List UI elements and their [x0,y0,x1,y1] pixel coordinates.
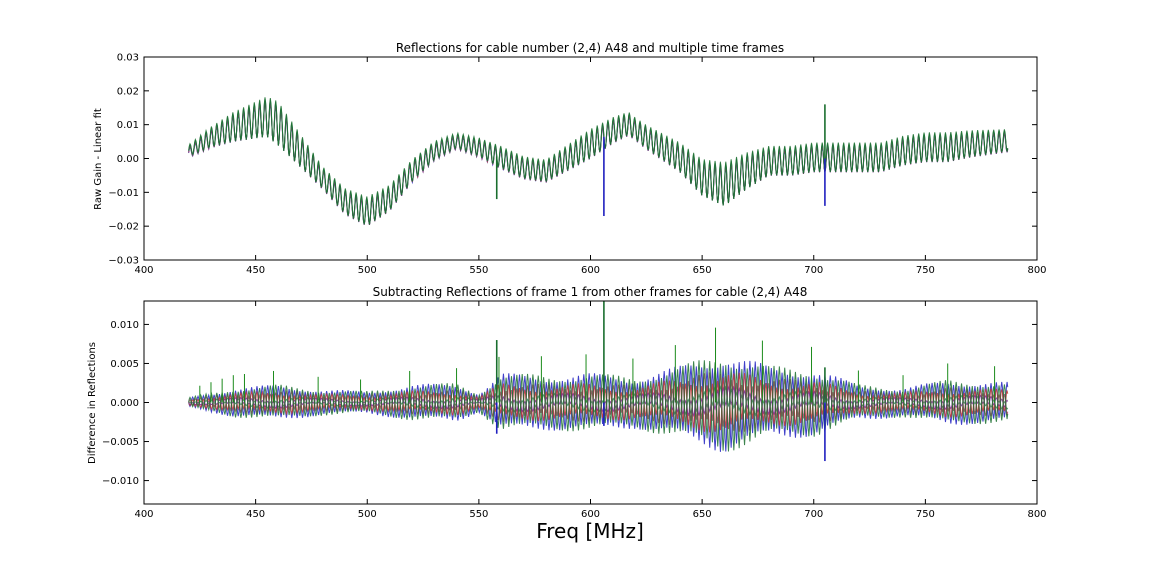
bottom-axes-frame [143,300,1038,505]
top-plot-title: Reflections for cable number (2,4) A48 a… [396,41,784,55]
top-y-tick-label: 0.00 [117,154,139,165]
top-axis-ticks: 400 450 500 550 600 650 700 750 800 0.03 0.02 0.01 0… [108,53,1046,277]
top-x-tick-label: 500 [358,265,377,276]
bottom-series-group [188,301,1009,462]
bottom-x-tick-label: 500 [358,509,377,520]
top-y-axis-label: Raw Gain - Linear fit [93,108,104,210]
top-subplot: Reflections for cable number (2,4) A48 a… [93,41,1047,276]
bottom-axis-ticks: 400 450 500 550 600 650 700 750 800 0.010 0.005 0.0… [102,301,1047,520]
top-y-tick-label: −0.01 [108,188,139,199]
top-y-tick-label: 0.02 [117,86,139,97]
bottom-y-axis-label: Difference in Reflections [87,342,98,464]
top-x-tick-label: 400 [134,265,153,276]
x-axis-label: Freq [MHz] [536,519,644,543]
bottom-x-tick-label: 800 [1027,509,1046,520]
bottom-plot-title: Subtracting Reflections of frame 1 from … [373,285,808,299]
top-y-tick-label: 0.01 [117,120,139,131]
top-y-tick-label: 0.03 [117,53,139,64]
top-y-tick-label: −0.03 [108,256,139,267]
bottom-x-tick-label: 400 [134,509,153,520]
top-x-tick-label: 550 [469,265,488,276]
top-x-tick-label: 700 [804,265,823,276]
top-x-tick-label: 450 [246,265,265,276]
bottom-series-line [188,360,1009,452]
bottom-x-tick-label: 750 [916,509,935,520]
top-y-tick-label: −0.02 [108,222,139,233]
top-series-line [188,97,1009,225]
bottom-x-tick-label: 550 [469,509,488,520]
top-x-tick-label: 650 [693,265,712,276]
top-x-tick-label: 600 [581,265,600,276]
bottom-y-tick-label: −0.010 [102,476,139,487]
bottom-subplot: Subtracting Reflections of frame 1 from … [87,285,1047,520]
bottom-x-tick-label: 600 [581,509,600,520]
top-series-group [188,97,1009,226]
bottom-x-tick-label: 450 [246,509,265,520]
bottom-x-tick-label: 650 [693,509,712,520]
bottom-y-tick-label: 0.010 [110,320,139,331]
bottom-y-tick-label: −0.005 [102,437,139,448]
bottom-x-tick-label: 700 [804,509,823,520]
top-axes-frame [143,56,1038,261]
top-x-tick-label: 800 [1027,265,1046,276]
bottom-y-tick-label: 0.000 [110,398,139,409]
bottom-y-tick-label: 0.005 [110,359,139,370]
top-x-tick-label: 750 [916,265,935,276]
